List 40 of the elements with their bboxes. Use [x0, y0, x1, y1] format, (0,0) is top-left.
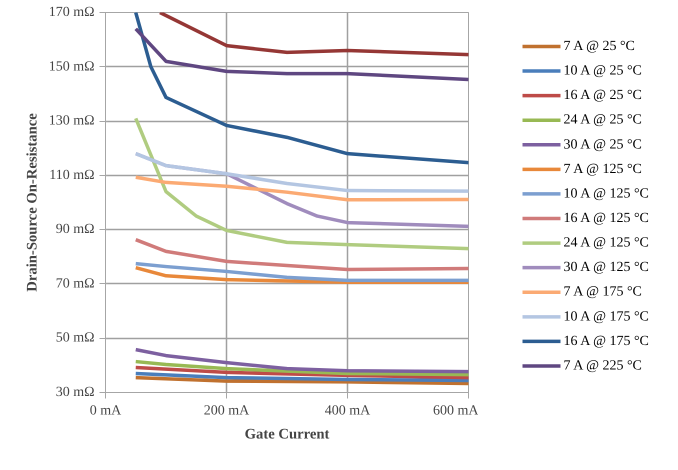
line-series — [134, 27, 468, 82]
y-tick-label: 170 mΩ — [48, 5, 95, 20]
y-axis-title: Drain-Source On-Resistance — [24, 112, 41, 292]
legend-label: 7 A @ 175 °C — [564, 284, 642, 300]
y-tick-label: 30 mΩ — [56, 385, 95, 400]
legend-label: 10 A @ 125 °C — [564, 186, 649, 202]
legend-label: 16 A @ 125 °C — [564, 211, 649, 226]
line-series — [158, 12, 468, 56]
y-tick-label: 90 mΩ — [56, 222, 95, 238]
legend-label: 7 A @ 225 °C — [564, 358, 642, 374]
legend-label: 30 A @ 125 °C — [564, 260, 649, 276]
legend-label: 10 A @ 25 °C — [564, 64, 642, 79]
legend-label: 10 A @ 175 °C — [564, 309, 649, 324]
line-series — [134, 372, 468, 382]
line-series — [134, 152, 468, 193]
legend-label: 7 A @ 25 °C — [564, 38, 635, 54]
line-series — [134, 262, 468, 282]
legend-label: 7 A @ 125 °C — [564, 162, 642, 177]
x-axis-title: Gate Current — [244, 426, 330, 442]
x-tick-label: 400 mA — [324, 404, 372, 418]
legend-label: 24 A @ 25 °C — [564, 112, 642, 128]
legend-label: 16 A @ 25 °C — [564, 88, 642, 104]
y-tick-label: 110 mΩ — [49, 168, 95, 183]
x-tick-label: 0 mA — [90, 404, 122, 418]
line-series — [134, 360, 468, 376]
legend-label: 16 A @ 175 °C — [564, 334, 649, 349]
legend-label: 24 A @ 125 °C — [564, 236, 649, 251]
y-tick-label: 130 mΩ — [48, 114, 95, 129]
line-series — [134, 348, 468, 374]
y-tick-label: 150 mΩ — [48, 59, 95, 74]
line-series — [134, 366, 468, 380]
line-series — [134, 176, 468, 202]
line-series — [134, 116, 468, 250]
y-tick-label: 50 mΩ — [56, 330, 95, 346]
y-tick-label: 70 mΩ — [56, 276, 95, 292]
x-tick-label: 200 mA — [204, 404, 250, 418]
line-series — [134, 12, 468, 164]
legend-label: 30 A @ 25 °C — [564, 137, 642, 152]
line-series — [134, 266, 468, 284]
line-series — [134, 238, 468, 272]
